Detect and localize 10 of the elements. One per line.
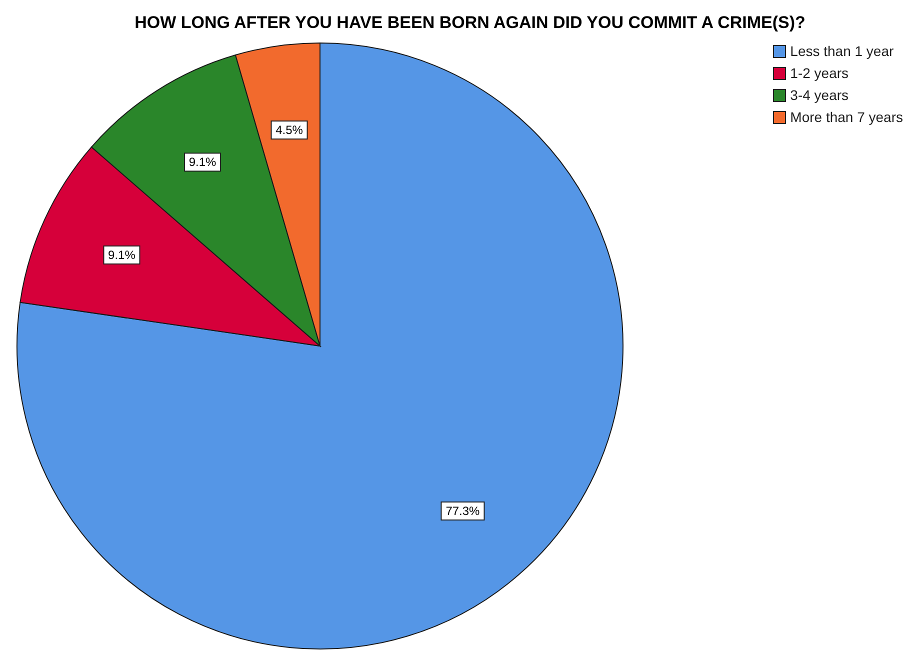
data-label: 9.1% bbox=[188, 155, 217, 170]
legend-label: Less than 1 year bbox=[790, 42, 894, 61]
chart-title: HOW LONG AFTER YOU HAVE BEEN BORN AGAIN DID YOU COMMIT A CRIME(S)? bbox=[134, 13, 806, 33]
legend-label: 1-2 years bbox=[790, 64, 849, 83]
data-label: 9.1% bbox=[108, 248, 136, 262]
data-label: 4.5% bbox=[276, 123, 304, 138]
legend-label: 3-4 years bbox=[790, 86, 849, 105]
legend-label: More than 7 years bbox=[790, 108, 903, 127]
pie-slice bbox=[16, 42, 624, 650]
data-label: 77.3% bbox=[446, 504, 480, 518]
